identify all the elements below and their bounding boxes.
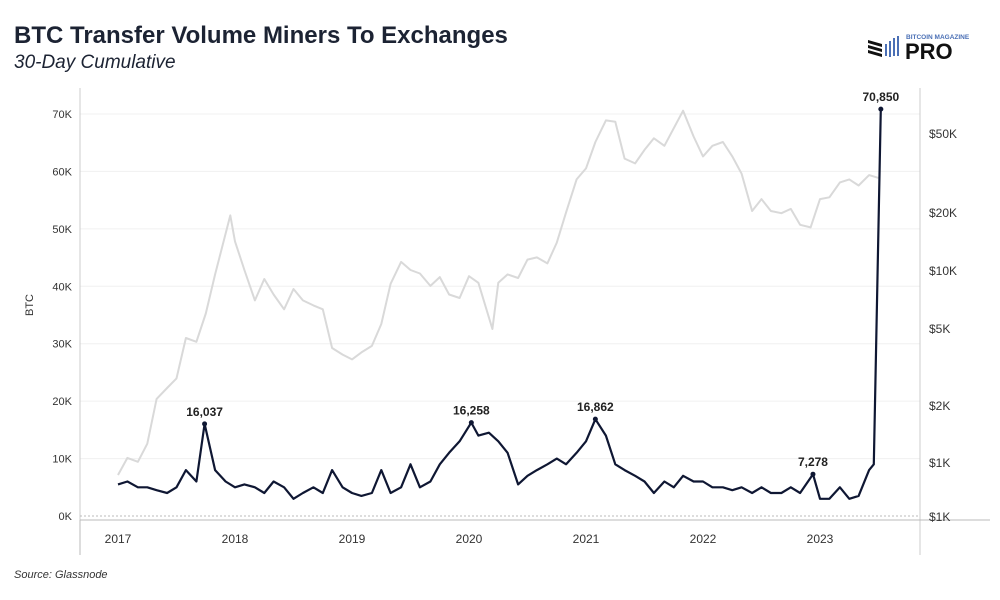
y2-tick-label: $20K [929,206,957,220]
y-tick-label: 10K [52,454,72,466]
x-tick-label: 2021 [573,532,600,546]
y-tick-label: 0K [59,511,73,523]
annotation-point [468,420,474,426]
x-tick-label: 2019 [339,532,366,546]
y-tick-label: 30K [52,339,72,351]
annotation-label: 16,037 [186,405,223,419]
y-tick-label: 50K [52,224,72,236]
x-tick-label: 2023 [807,532,834,546]
bitcoin-magazine-pro-logo: BITCOIN MAGAZINE PRO [868,34,970,62]
y2-tick-label: $50K [929,127,957,141]
x-tick-label: 2017 [105,532,132,546]
annotation-label: 7,278 [798,455,828,469]
annotation-label: 16,258 [453,404,490,418]
logo-bars-icon [868,36,899,57]
annotation-point [878,106,884,112]
annotation-point [202,421,208,427]
y2-tick-label: $10K [929,264,957,278]
y-axis-label: BTC [24,294,36,316]
y-tick-label: 40K [52,281,72,293]
x-tick-label: 2018 [222,532,249,546]
y-tick-label: 20K [52,396,72,408]
chart-subtitle: 30-Day Cumulative [14,52,176,73]
source-note: Source: Glassnode [14,569,108,581]
x-tick-label: 2022 [690,532,717,546]
volume-line [117,109,882,500]
x-tick-label: 2020 [456,532,483,546]
annotation-point [592,416,598,422]
annotation-label: 16,862 [577,400,614,414]
annotation-point [810,471,816,477]
annotation-label: 70,850 [862,90,899,104]
price-line [117,109,879,476]
y2-tick-label: $1K [929,456,950,470]
y-tick-label: 60K [52,166,72,178]
svg-text:PRO: PRO [905,39,953,62]
y2-tick-label: $5K [929,322,950,336]
svg-text:BITCOIN MAGAZINE: BITCOIN MAGAZINE [906,34,970,41]
chart-title: BTC Transfer Volume Miners To Exchanges [14,22,508,49]
y-tick-label: 70K [52,109,72,121]
y2-tick-label: $1K [929,510,950,524]
y2-tick-label: $2K [929,399,950,413]
